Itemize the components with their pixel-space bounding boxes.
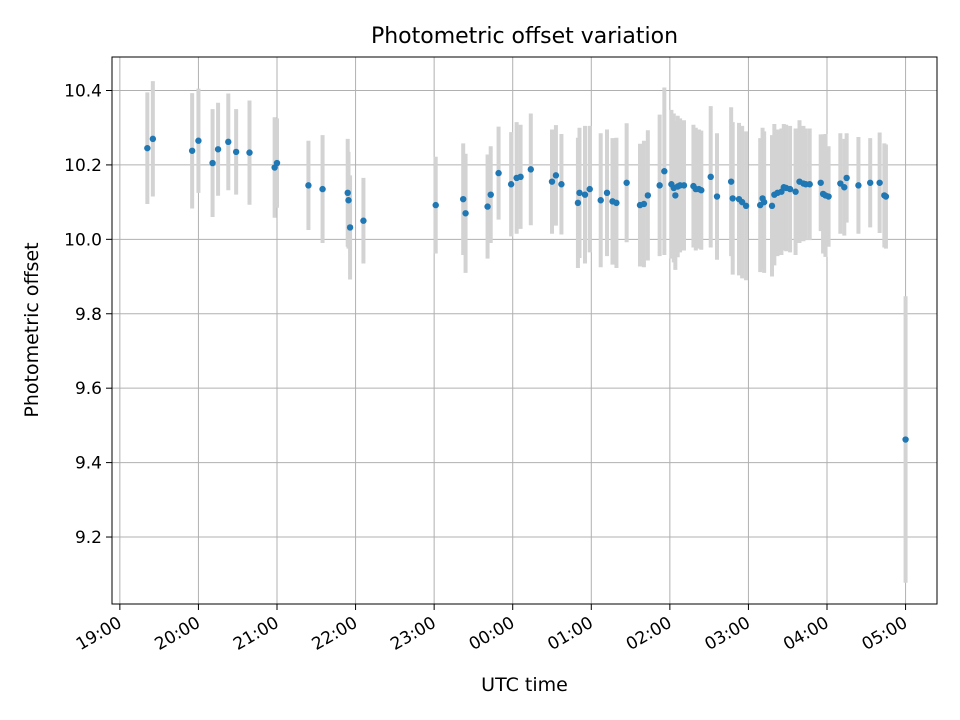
data-point [843,174,850,182]
data-point [462,210,469,217]
data-point [144,144,151,152]
data-point [574,199,582,207]
data-point [214,146,222,153]
data-point [855,182,862,189]
data-point [817,179,824,186]
data-point [661,168,668,175]
data-point [603,189,611,197]
data-point [507,181,515,188]
data-point [360,217,367,224]
x-axis-label: UTC time [481,674,568,696]
data-point [495,169,502,177]
data-point [792,188,799,195]
data-point [576,189,583,197]
plot-frame [111,56,938,605]
data-point [760,198,768,206]
data-point [786,185,794,193]
y-axis-label: Photometric offset [21,242,43,417]
data-point [613,199,620,207]
data-point [188,147,196,154]
data-point [644,192,652,199]
data-point [232,148,240,156]
data-point [656,182,663,189]
data-point [319,185,326,193]
data-point [149,135,157,143]
data-point [597,197,604,204]
data-point [680,182,688,189]
data-point [713,193,721,200]
data-point [640,200,648,208]
data-point [552,172,560,179]
data-point [586,185,593,193]
data-point [867,179,874,186]
data-point [195,137,202,144]
y-tick-label: 9.4 [75,454,102,474]
data-point [548,178,556,185]
data-point [273,159,281,167]
data-point [623,179,630,186]
data-point [209,159,216,167]
data-point [672,192,679,199]
y-tick-label: 9.6 [75,379,102,399]
data-point [305,182,312,189]
y-tick-label: 9.8 [75,305,102,325]
y-axis-ticks: 9.2 9.4 9.6 9.8 10.0 10.2 10.4 [64,81,112,548]
data-point [460,195,467,203]
data-point [344,189,351,197]
data-points [144,135,909,443]
data-point [698,187,705,194]
data-point [558,181,565,188]
chart-title: Photometric offset variation [371,24,678,49]
data-point [346,224,354,231]
y-tick-label: 10.0 [64,230,102,250]
data-point [432,201,439,209]
data-point [246,149,253,156]
data-point [902,436,909,443]
data-point [742,202,750,210]
data-point [806,181,813,188]
data-point [517,173,524,181]
data-point [527,166,534,173]
data-point [225,138,232,146]
data-point [876,179,883,186]
data-point [825,193,832,200]
data-point [841,184,848,191]
data-point [707,173,714,181]
y-tick-label: 9.2 [75,528,102,548]
data-point [882,193,890,200]
y-tick-label: 10.4 [64,81,102,101]
y-tick-label: 10.2 [64,156,102,176]
data-point [484,203,491,210]
data-point [768,202,776,210]
data-point [729,195,736,202]
data-point [487,191,494,198]
data-point [345,197,352,204]
data-point [581,191,589,198]
data-point [727,178,735,185]
